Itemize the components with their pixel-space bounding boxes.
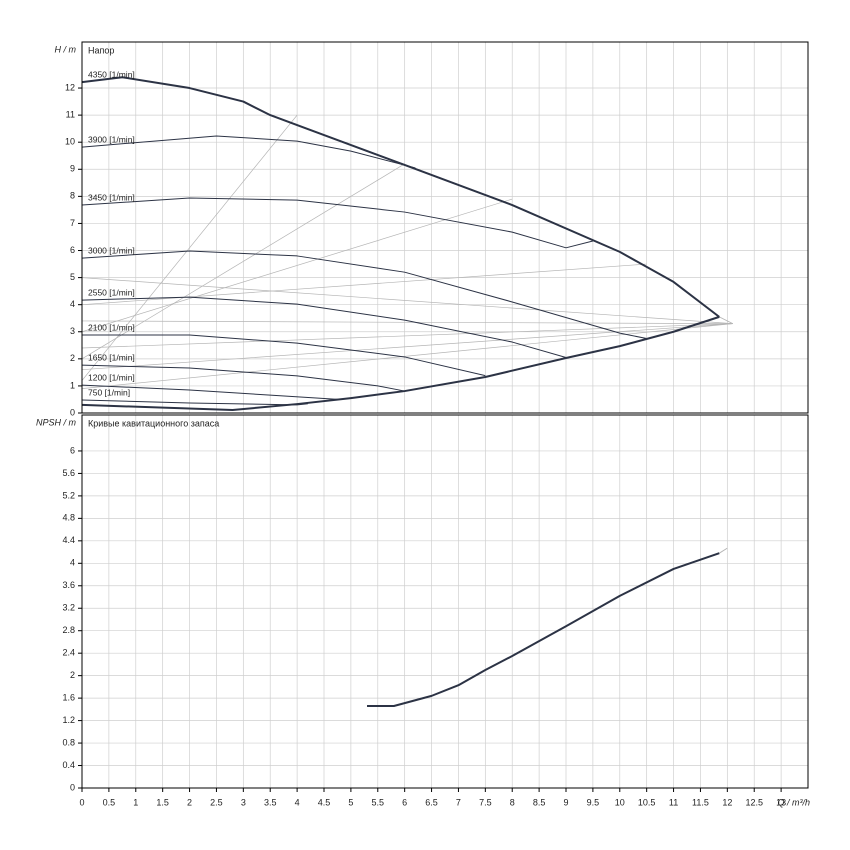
x-tick-label: 5 — [348, 797, 353, 807]
y-tick-label: 12 — [65, 82, 75, 92]
curve — [81, 399, 308, 406]
y-tick-label: 0.8 — [62, 737, 75, 747]
y-tick-label: 4.4 — [62, 535, 75, 545]
y-tick-label: 5.2 — [62, 490, 75, 500]
plot-frame — [81, 41, 809, 414]
plot-frame — [81, 414, 809, 789]
curve — [81, 384, 341, 400]
panel-title: Напор — [88, 45, 114, 55]
y-tick-label: 1.6 — [62, 692, 75, 702]
y-tick-label: 5.6 — [62, 468, 75, 478]
x-tick-label: 5.5 — [372, 797, 385, 807]
y-tick-label: 3.2 — [62, 603, 75, 613]
y-tick-label: 7 — [70, 218, 75, 228]
curve-label: 3000 [1/min] — [88, 245, 135, 255]
curve — [719, 316, 733, 325]
curve-label: 3450 [1/min] — [88, 192, 135, 202]
curve-label: 750 [1/min] — [88, 387, 130, 397]
curve — [81, 76, 720, 318]
y-tick-label: 3.6 — [62, 580, 75, 590]
curve — [719, 547, 728, 554]
curve — [81, 250, 647, 340]
curve — [81, 163, 405, 360]
x-tick-label: 1 — [133, 797, 138, 807]
x-tick-label: 0 — [79, 797, 84, 807]
x-tick-label: 2.5 — [210, 797, 223, 807]
y-tick-label: 0.4 — [62, 760, 75, 770]
x-tick-label: 10.5 — [638, 797, 656, 807]
x-tick-label: 6.5 — [425, 797, 438, 807]
x-tick-label: 8 — [510, 797, 515, 807]
panel-title: Кривые кавитационного запаса — [88, 418, 219, 428]
curve-label: 2100 [1/min] — [88, 322, 135, 332]
x-tick-label: 10 — [615, 797, 625, 807]
curve — [82, 334, 486, 377]
curve — [81, 277, 733, 324]
x-tick-label: 11 — [669, 797, 678, 807]
y-tick-label: 2 — [70, 670, 75, 680]
y-tick-label: 5 — [70, 272, 75, 282]
x-tick-label: 1.5 — [156, 797, 169, 807]
curve — [81, 323, 733, 371]
y-tick-label: 8 — [70, 191, 75, 201]
x-tick-label: 8.5 — [533, 797, 546, 807]
x-tick-label: 0.5 — [103, 797, 116, 807]
y-tick-label: 2.4 — [62, 648, 75, 658]
curve — [81, 315, 720, 412]
curve — [81, 197, 594, 249]
y-axis-label: NPSH / m — [36, 417, 77, 427]
y-tick-label: 0 — [70, 407, 75, 417]
y-tick-label: 3 — [70, 326, 75, 336]
curve-label: 1200 [1/min] — [88, 372, 135, 382]
x-tick-label: 7 — [456, 797, 461, 807]
x-axis-label: Q / m³/h — [777, 797, 810, 807]
y-tick-label: 4 — [70, 558, 75, 568]
y-tick-label: 4 — [70, 299, 75, 309]
x-tick-label: 3.5 — [264, 797, 277, 807]
curve — [81, 296, 567, 358]
x-tick-label: 12.5 — [745, 797, 763, 807]
curve-label: 2550 [1/min] — [88, 287, 135, 297]
x-tick-label: 4 — [295, 797, 300, 807]
y-tick-label: 11 — [66, 109, 75, 119]
curve — [81, 364, 405, 392]
curve — [367, 552, 720, 707]
y-tick-label: 2.8 — [62, 625, 75, 635]
y-tick-label: 0 — [70, 782, 75, 792]
x-tick-label: 12 — [722, 797, 732, 807]
y-tick-label: 6 — [70, 245, 75, 255]
x-tick-label: 7.5 — [479, 797, 492, 807]
x-tick-label: 9.5 — [587, 797, 600, 807]
curve — [81, 320, 733, 324]
y-axis-label: H / m — [55, 44, 77, 54]
y-tick-label: 1.2 — [62, 715, 75, 725]
x-tick-label: 4.5 — [318, 797, 331, 807]
x-tick-label: 3 — [241, 797, 246, 807]
curve — [81, 323, 733, 389]
curve-label: 4350 [1/min] — [88, 69, 135, 79]
x-tick-label: 6 — [402, 797, 407, 807]
curve — [81, 114, 298, 381]
y-tick-label: 9 — [70, 164, 75, 174]
y-tick-label: 6 — [70, 445, 75, 455]
x-tick-label: 9 — [563, 797, 568, 807]
y-tick-label: 1 — [70, 380, 75, 390]
x-tick-label: 2 — [187, 797, 192, 807]
curve — [81, 323, 733, 349]
curve-label: 1650 [1/min] — [88, 352, 135, 362]
curve — [81, 263, 647, 306]
x-tick-label: 11.5 — [692, 797, 709, 807]
y-tick-label: 10 — [65, 137, 75, 147]
x-tick-label: 13 — [776, 797, 786, 807]
curve-label: 3900 [1/min] — [88, 134, 135, 144]
curve — [81, 198, 513, 333]
curve — [81, 135, 416, 169]
y-tick-label: 2 — [70, 353, 75, 363]
y-tick-label: 4.8 — [62, 513, 75, 523]
